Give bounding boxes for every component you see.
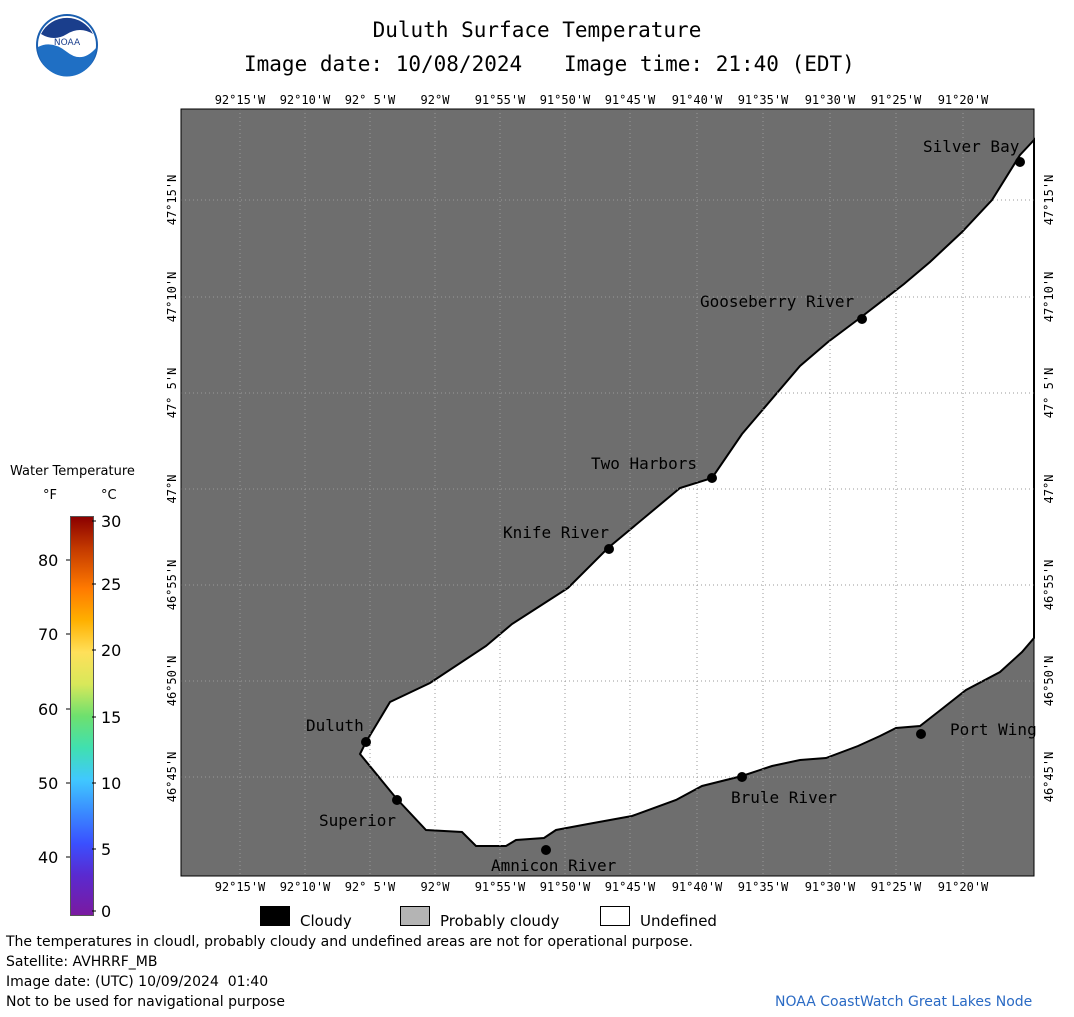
lon-label: 91°55'W	[475, 880, 526, 894]
lat-label: 46°50'N	[1042, 656, 1056, 707]
place-marker-two-harbors	[707, 473, 717, 483]
place-label-two-harbors: Two Harbors	[591, 454, 697, 473]
footer-satellite: Satellite: AVHRRF_MB	[6, 954, 158, 970]
lon-label: 92°W	[421, 880, 451, 894]
lon-label: 92°10'W	[280, 93, 331, 107]
lat-label: 47°15'N	[165, 175, 179, 226]
colorbar-f-tick: 60	[38, 700, 58, 719]
lat-label: 46°55'N	[165, 560, 179, 611]
place-marker-brule-river	[737, 772, 747, 782]
place-marker-superior	[392, 795, 402, 805]
colorbar-f-tick: 80	[38, 551, 58, 570]
colorbar-f-tick: 40	[38, 848, 58, 867]
colorbar-c-tick: 15	[101, 708, 121, 727]
noaa-coastwatch-link[interactable]: NOAA CoastWatch Great Lakes Node	[775, 994, 1033, 1010]
footer-utc-date: Image date: (UTC) 10/09/2024 01:40	[6, 974, 269, 990]
place-marker-knife-river	[604, 544, 614, 554]
lat-label: 46°45'N	[165, 752, 179, 803]
lon-label: 91°35'W	[738, 93, 789, 107]
colorbar-c-tick: 0	[101, 902, 111, 921]
svg-text:NOAA: NOAA	[54, 38, 81, 48]
lon-label: 91°40'W	[672, 880, 723, 894]
temperature-colorbar	[70, 516, 94, 916]
place-label-superior: Superior	[319, 811, 396, 830]
place-marker-amnicon-river	[541, 845, 551, 855]
lon-label: 92°10'W	[280, 880, 331, 894]
lon-label: 91°25'W	[871, 93, 922, 107]
lon-label: 91°50'W	[540, 93, 591, 107]
lon-label: 91°25'W	[871, 880, 922, 894]
lat-label: 46°55'N	[1042, 560, 1056, 611]
lon-labels-top: 92°15'W 92°10'W 92° 5'W 92°W 91°55'W 91°…	[215, 93, 989, 107]
legend-swatch-undefined	[600, 906, 630, 926]
lat-label: 47°10'N	[1042, 272, 1056, 323]
lat-label: 47°10'N	[165, 272, 179, 323]
place-labels: Silver Bay Gooseberry River Two Harbors …	[306, 137, 1037, 875]
lon-label: 92°W	[421, 93, 451, 107]
lon-label: 91°20'W	[938, 880, 989, 894]
map-frame	[180, 108, 1035, 877]
colorbar-c-tick: 25	[101, 575, 121, 594]
image-time: Image time: 21:40 (EDT)	[564, 52, 855, 76]
lat-label: 46°50'N	[165, 656, 179, 707]
lon-label: 91°50'W	[540, 880, 591, 894]
place-markers	[361, 157, 1025, 855]
legend-swatch-probably-cloudy	[400, 906, 430, 926]
lat-label: 47° 5'N	[165, 368, 179, 419]
place-label-silver-bay: Silver Bay	[923, 137, 1020, 156]
lon-label: 91°35'W	[738, 880, 789, 894]
lat-labels-right: 47°15'N 47°10'N 47° 5'N 47°N 46°55'N 46°…	[1042, 175, 1056, 803]
lon-label: 92°15'W	[215, 880, 266, 894]
legend-label-cloudy: Cloudy	[300, 912, 352, 930]
lon-label: 92°15'W	[215, 93, 266, 107]
lat-label: 46°45'N	[1042, 752, 1056, 803]
map-title: Duluth Surface Temperature	[372, 18, 702, 42]
lon-label: 92° 5'W	[345, 93, 396, 107]
noaa-logo: NOAA	[34, 12, 100, 78]
colorbar-title: Water Temperature	[10, 464, 135, 479]
lon-label: 91°20'W	[938, 93, 989, 107]
image-date: Image date: 10/08/2024	[244, 52, 523, 76]
colorbar-f-tick: 50	[38, 774, 58, 793]
place-marker-duluth	[361, 737, 371, 747]
colorbar-ticks: 80 70 60 50 40 30 25 20 15 10 5 0	[38, 512, 121, 921]
colorbar-c-tick: 10	[101, 774, 121, 793]
place-label-knife-river: Knife River	[503, 523, 609, 542]
lat-labels-left: 47°15'N 47°10'N 47° 5'N 47°N 46°55'N 46°…	[165, 175, 179, 803]
colorbar-c-tick: 30	[101, 512, 121, 531]
colorbar-c-tick: 5	[101, 840, 111, 859]
place-label-brule-river: Brule River	[731, 788, 837, 807]
lon-label: 91°30'W	[805, 93, 856, 107]
colorbar-unit-c: °C	[101, 488, 117, 503]
lat-label: 47° 5'N	[1042, 368, 1056, 419]
footer-disclaimer: Not to be used for navigational purpose	[6, 994, 285, 1010]
place-label-port-wing: Port Wing	[950, 720, 1037, 739]
lon-label: 91°30'W	[805, 880, 856, 894]
lat-label: 47°15'N	[1042, 175, 1056, 226]
lon-label: 92° 5'W	[345, 880, 396, 894]
footer-note: The temperatures in cloudl, probably clo…	[6, 934, 693, 950]
colorbar-f-tick: 70	[38, 625, 58, 644]
place-label-amnicon-river: Amnicon River	[491, 856, 617, 875]
lat-label: 47°N	[1042, 475, 1056, 504]
lon-label: 91°40'W	[672, 93, 723, 107]
lon-label: 91°55'W	[475, 93, 526, 107]
legend-label-probably-cloudy: Probably cloudy	[440, 912, 560, 930]
place-marker-gooseberry-river	[857, 314, 867, 324]
colorbar-unit-f: °F	[43, 488, 57, 503]
lat-label: 47°N	[165, 475, 179, 504]
place-marker-port-wing	[916, 729, 926, 739]
place-label-gooseberry-river: Gooseberry River	[700, 292, 854, 311]
legend-label-undefined: Undefined	[640, 912, 717, 930]
lon-labels-bottom: 92°15'W 92°10'W 92° 5'W 92°W 91°55'W 91°…	[215, 880, 989, 894]
place-marker-silver-bay	[1015, 157, 1025, 167]
lon-label: 91°45'W	[605, 880, 656, 894]
legend-swatch-cloudy	[260, 906, 290, 926]
lon-label: 91°45'W	[605, 93, 656, 107]
colorbar-c-tick: 20	[101, 641, 121, 660]
place-label-duluth: Duluth	[306, 716, 364, 735]
